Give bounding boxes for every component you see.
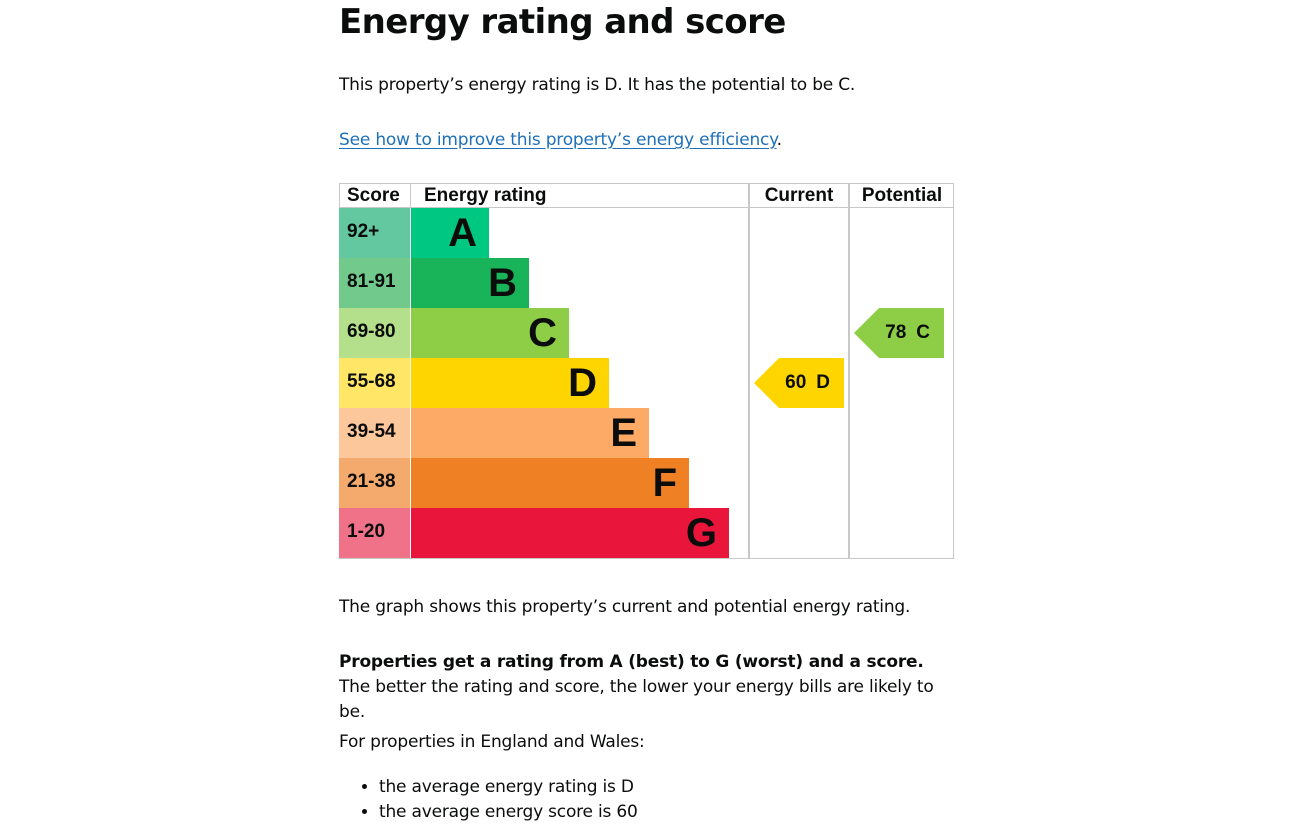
improve-suffix: . (776, 130, 782, 150)
band-bar-f: F (411, 458, 689, 508)
band-score-f: 21-38 (339, 458, 410, 508)
header-energy-rating: Energy rating (424, 185, 547, 206)
band-bar-d: D (411, 358, 609, 408)
band-bar-e: E (411, 408, 649, 458)
current-rating-marker: 60 D (754, 358, 844, 408)
band-bar-c: C (411, 308, 569, 358)
improve-efficiency-link[interactable]: See how to improve this property’s energ… (339, 130, 777, 150)
band-score-c: 69-80 (339, 308, 410, 358)
band-score-d: 55-68 (339, 358, 410, 408)
page-title: Energy rating and score (339, 2, 786, 42)
energy-rating-chart: Score Energy rating Current Potential 92… (339, 183, 954, 559)
chart-border-bottom (339, 558, 954, 559)
rating-explanation: Properties get a rating from A (best) to… (339, 650, 959, 725)
band-score-g: 1-20 (339, 508, 410, 558)
chart-border-top (339, 183, 954, 184)
graph-caption: The graph shows this property’s current … (339, 597, 911, 617)
header-score: Score (347, 185, 400, 206)
chart-header-divider (339, 207, 954, 208)
chart-score-divider (410, 183, 411, 208)
region-intro: For properties in England and Wales: (339, 732, 645, 752)
potential-score: 78 (885, 322, 907, 343)
band-score-b: 81-91 (339, 258, 410, 308)
intro-text: This property’s energy rating is D. It h… (339, 75, 856, 95)
chart-current-divider (748, 183, 750, 559)
band-score-a: 92+ (339, 208, 410, 258)
current-letter: D (816, 372, 830, 393)
header-potential: Potential (861, 185, 943, 206)
rating-explanation-rest: The better the rating and score, the low… (339, 677, 934, 722)
list-item: the average energy score is 60 (379, 800, 638, 825)
chart-potential-divider (848, 183, 850, 559)
band-bar-g: G (411, 508, 729, 558)
potential-rating-marker: 78 C (854, 308, 944, 358)
band-bar-a: A (411, 208, 489, 258)
chart-border-right (953, 183, 954, 559)
improve-paragraph: See how to improve this property’s energ… (339, 128, 959, 153)
header-current: Current (764, 185, 834, 206)
band-bar-b: B (411, 258, 529, 308)
band-score-e: 39-54 (339, 408, 410, 458)
list-item: the average energy rating is D (379, 775, 638, 800)
rating-explanation-bold: Properties get a rating from A (best) to… (339, 652, 924, 672)
averages-list: the average energy rating is D the avera… (339, 775, 638, 825)
current-score: 60 (785, 372, 807, 393)
potential-letter: C (916, 322, 930, 343)
